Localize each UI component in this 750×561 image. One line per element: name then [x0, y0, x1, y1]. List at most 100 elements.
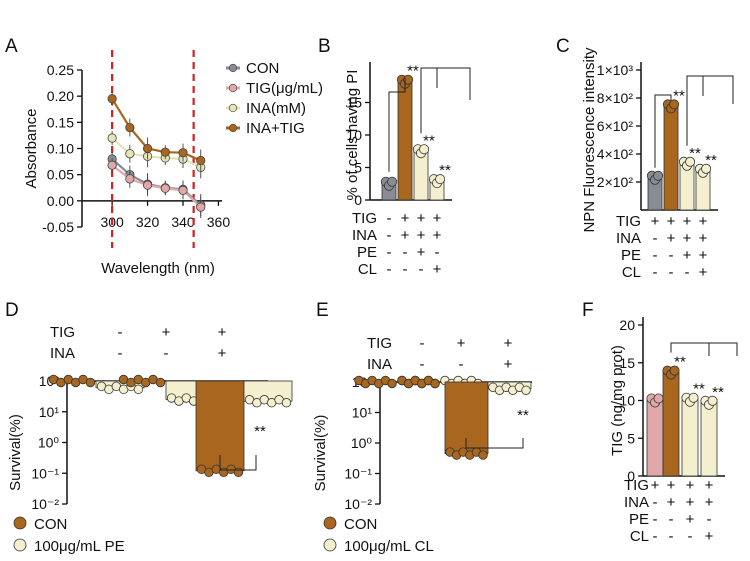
f-cond-mark: -: [707, 511, 712, 528]
e-y-tick-label: 10¹: [352, 405, 373, 421]
a-y-axis-label: Absorbance: [23, 108, 40, 188]
c-cond-label: PE: [621, 247, 641, 264]
a-legend-marker: [228, 123, 238, 133]
f-y-tick-label: 15: [619, 355, 635, 371]
f-bar: [646, 400, 664, 477]
f-y-axis-label: TIG (ng/mg prot): [609, 345, 626, 456]
b-cond-label: TIG: [352, 210, 377, 227]
b-cond-mark: +: [417, 244, 426, 261]
f-cond-mark: +: [686, 477, 695, 494]
b-cond-mark: -: [419, 261, 424, 278]
d-data-point: [281, 398, 292, 408]
e-cond-mark: -: [420, 356, 425, 373]
f-y-tick-label: 0: [627, 468, 635, 484]
b-data-point: [419, 144, 430, 155]
c-bar: [663, 106, 679, 211]
b-data-point: [403, 74, 414, 85]
b-cond-mark: +: [401, 210, 410, 227]
c-y-tick-label: 4×10²: [597, 146, 634, 162]
a-data-point: [196, 155, 206, 166]
c-cond-mark: -: [653, 264, 658, 281]
e-y-tick-label: 10⁻¹: [344, 466, 372, 482]
d-significance-label: **: [254, 423, 266, 440]
b-sig-bracket: [388, 77, 406, 172]
b-cond-label: INA: [352, 227, 377, 244]
e-cond-label: TIG: [367, 335, 392, 352]
a-y-tick-label: 0.10: [47, 141, 74, 157]
b-y-tick-label: 15: [346, 95, 362, 111]
e-legend-label: CON: [344, 516, 377, 533]
b-significance-label: **: [407, 63, 419, 80]
c-cond-label: TIG: [616, 213, 641, 230]
a-legend-label: TIG(μg/mL): [246, 80, 323, 97]
b-cond-mark: -: [403, 261, 408, 278]
f-cond-mark: -: [669, 511, 674, 528]
d-cond-mark: +: [162, 324, 171, 341]
c-cond-mark: -: [685, 264, 690, 281]
c-cond-label: CL: [622, 264, 641, 281]
e-legend-marker-alt: [323, 538, 337, 552]
c-cond-mark: -: [653, 230, 658, 247]
d-cond-mark: -: [164, 345, 169, 362]
f-y-tick-label: 10: [619, 393, 635, 409]
b-data-point: [387, 176, 398, 187]
f-cond-mark: +: [651, 477, 660, 494]
d-cond-label: INA: [50, 345, 75, 362]
a-y-tick-label: 0.00: [47, 193, 74, 209]
d-legend-marker-alt: [13, 538, 27, 552]
f-cond-mark: +: [705, 528, 714, 545]
e-cond-mark: +: [504, 356, 513, 373]
e-significance-label: **: [517, 407, 529, 424]
d-cond-label: TIG: [50, 324, 75, 341]
b-cond-mark: +: [433, 227, 442, 244]
c-sig-bracket: [686, 75, 734, 146]
c-cond-mark: -: [669, 247, 674, 264]
c-significance-label: **: [673, 87, 685, 104]
panel-a-label: A: [5, 36, 18, 57]
c-cond-mark: -: [669, 264, 674, 281]
e-cond-label: INA: [367, 356, 392, 373]
f-data-point: [688, 392, 699, 403]
b-cond-label: CL: [358, 261, 377, 278]
c-y-tick-label: 6×10²: [597, 118, 634, 134]
b-cond-mark: +: [433, 210, 442, 227]
a-x-axis-label: Wavelength (nm): [101, 260, 215, 277]
d-legend-label: 100μg/mL PE: [34, 538, 125, 555]
a-data-point: [160, 183, 170, 193]
a-data-point: [125, 122, 135, 133]
a-legend-label: CON: [246, 60, 279, 77]
d-y-tick-label: 10¹: [39, 404, 60, 420]
b-y-tick-label: 10: [346, 127, 362, 143]
c-cond-mark: +: [667, 230, 676, 247]
f-data-point: [707, 395, 718, 406]
f-data-point: [653, 393, 664, 404]
a-y-tick-label: 0.05: [47, 167, 74, 183]
c-data-point: [653, 170, 664, 181]
a-data-point: [196, 202, 206, 212]
b-cond-mark: +: [417, 227, 426, 244]
f-cond-mark: -: [669, 528, 674, 545]
c-cond-mark: +: [699, 264, 708, 281]
c-sig-bracket: [654, 94, 672, 168]
a-legend-label: INA(mM): [246, 100, 306, 117]
f-data-point: [669, 365, 680, 376]
panel-e-chart: 10⁻²10⁻¹10⁰10¹10²Survival(%)**TIG-++INA-…: [312, 335, 532, 555]
a-data-point: [107, 160, 117, 170]
b-cond-mark: -: [387, 261, 392, 278]
b-data-point: [435, 174, 446, 185]
c-cond-mark: +: [651, 213, 660, 230]
d-y-tick-label: 10⁻²: [31, 496, 59, 512]
d-data-point: [85, 377, 96, 388]
b-cond-mark: +: [401, 227, 410, 244]
a-legend-marker: [228, 103, 238, 113]
c-y-tick-label: 1×10³: [597, 62, 634, 78]
panel-c-label: C: [556, 36, 570, 57]
d-legend-label: CON: [34, 516, 67, 533]
c-data-point: [701, 163, 712, 174]
a-data-point: [125, 174, 135, 184]
panel-f-label: F: [582, 300, 594, 321]
f-cond-label: PE: [629, 511, 649, 528]
e-data-point: [387, 378, 397, 389]
b-cond-mark: -: [403, 244, 408, 261]
c-cond-mark: +: [683, 230, 692, 247]
